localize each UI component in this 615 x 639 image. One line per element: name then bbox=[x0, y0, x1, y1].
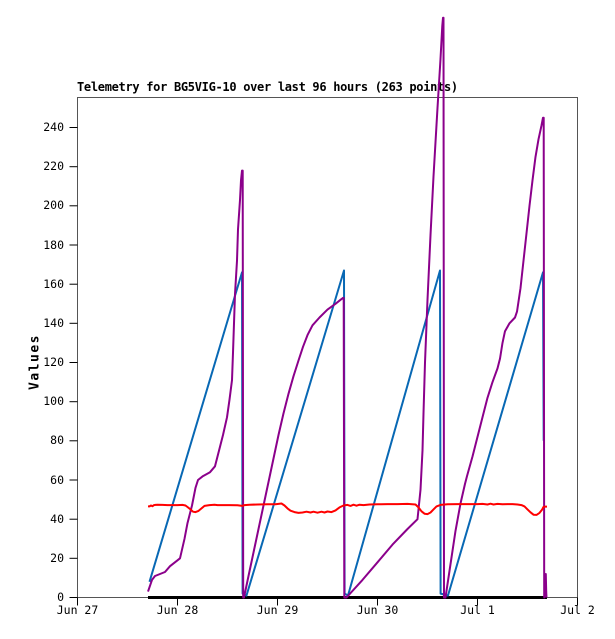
chart-title: Telemetry for BG5VIG-10 over last 96 hou… bbox=[77, 80, 458, 94]
y-tick-label: 120 bbox=[43, 355, 64, 369]
y-tick-label: 40 bbox=[50, 511, 64, 526]
x-tick-label: Jul 2 bbox=[560, 603, 595, 617]
y-tick-label: 240 bbox=[43, 120, 64, 134]
y-tick-label: 220 bbox=[43, 159, 64, 174]
x-tick-label: Jul 1 bbox=[460, 603, 495, 617]
series-blue-sawtooth bbox=[148, 269, 545, 597]
y-tick-label: 160 bbox=[43, 276, 64, 291]
y-tick-label: 100 bbox=[43, 394, 64, 409]
x-tick-label: Jun 28 bbox=[156, 603, 199, 617]
y-tick-label: 140 bbox=[43, 315, 64, 330]
series-red-flat bbox=[148, 502, 547, 516]
y-tick-label: 200 bbox=[43, 198, 64, 213]
series-purple-spikes bbox=[147, 16, 548, 599]
x-tick-label: Jun 29 bbox=[256, 603, 299, 617]
data-series bbox=[147, 16, 548, 599]
y-tick-label: 20 bbox=[50, 550, 64, 565]
x-tick-label: Jun 30 bbox=[356, 603, 399, 617]
x-tick-label: Jun 27 bbox=[56, 603, 99, 617]
axis-ticks bbox=[69, 127, 578, 606]
y-tick-label: 80 bbox=[50, 433, 64, 448]
y-tick-label: 180 bbox=[43, 237, 64, 252]
y-tick-label: 0 bbox=[57, 590, 64, 604]
y-tick-label: 60 bbox=[50, 472, 64, 487]
